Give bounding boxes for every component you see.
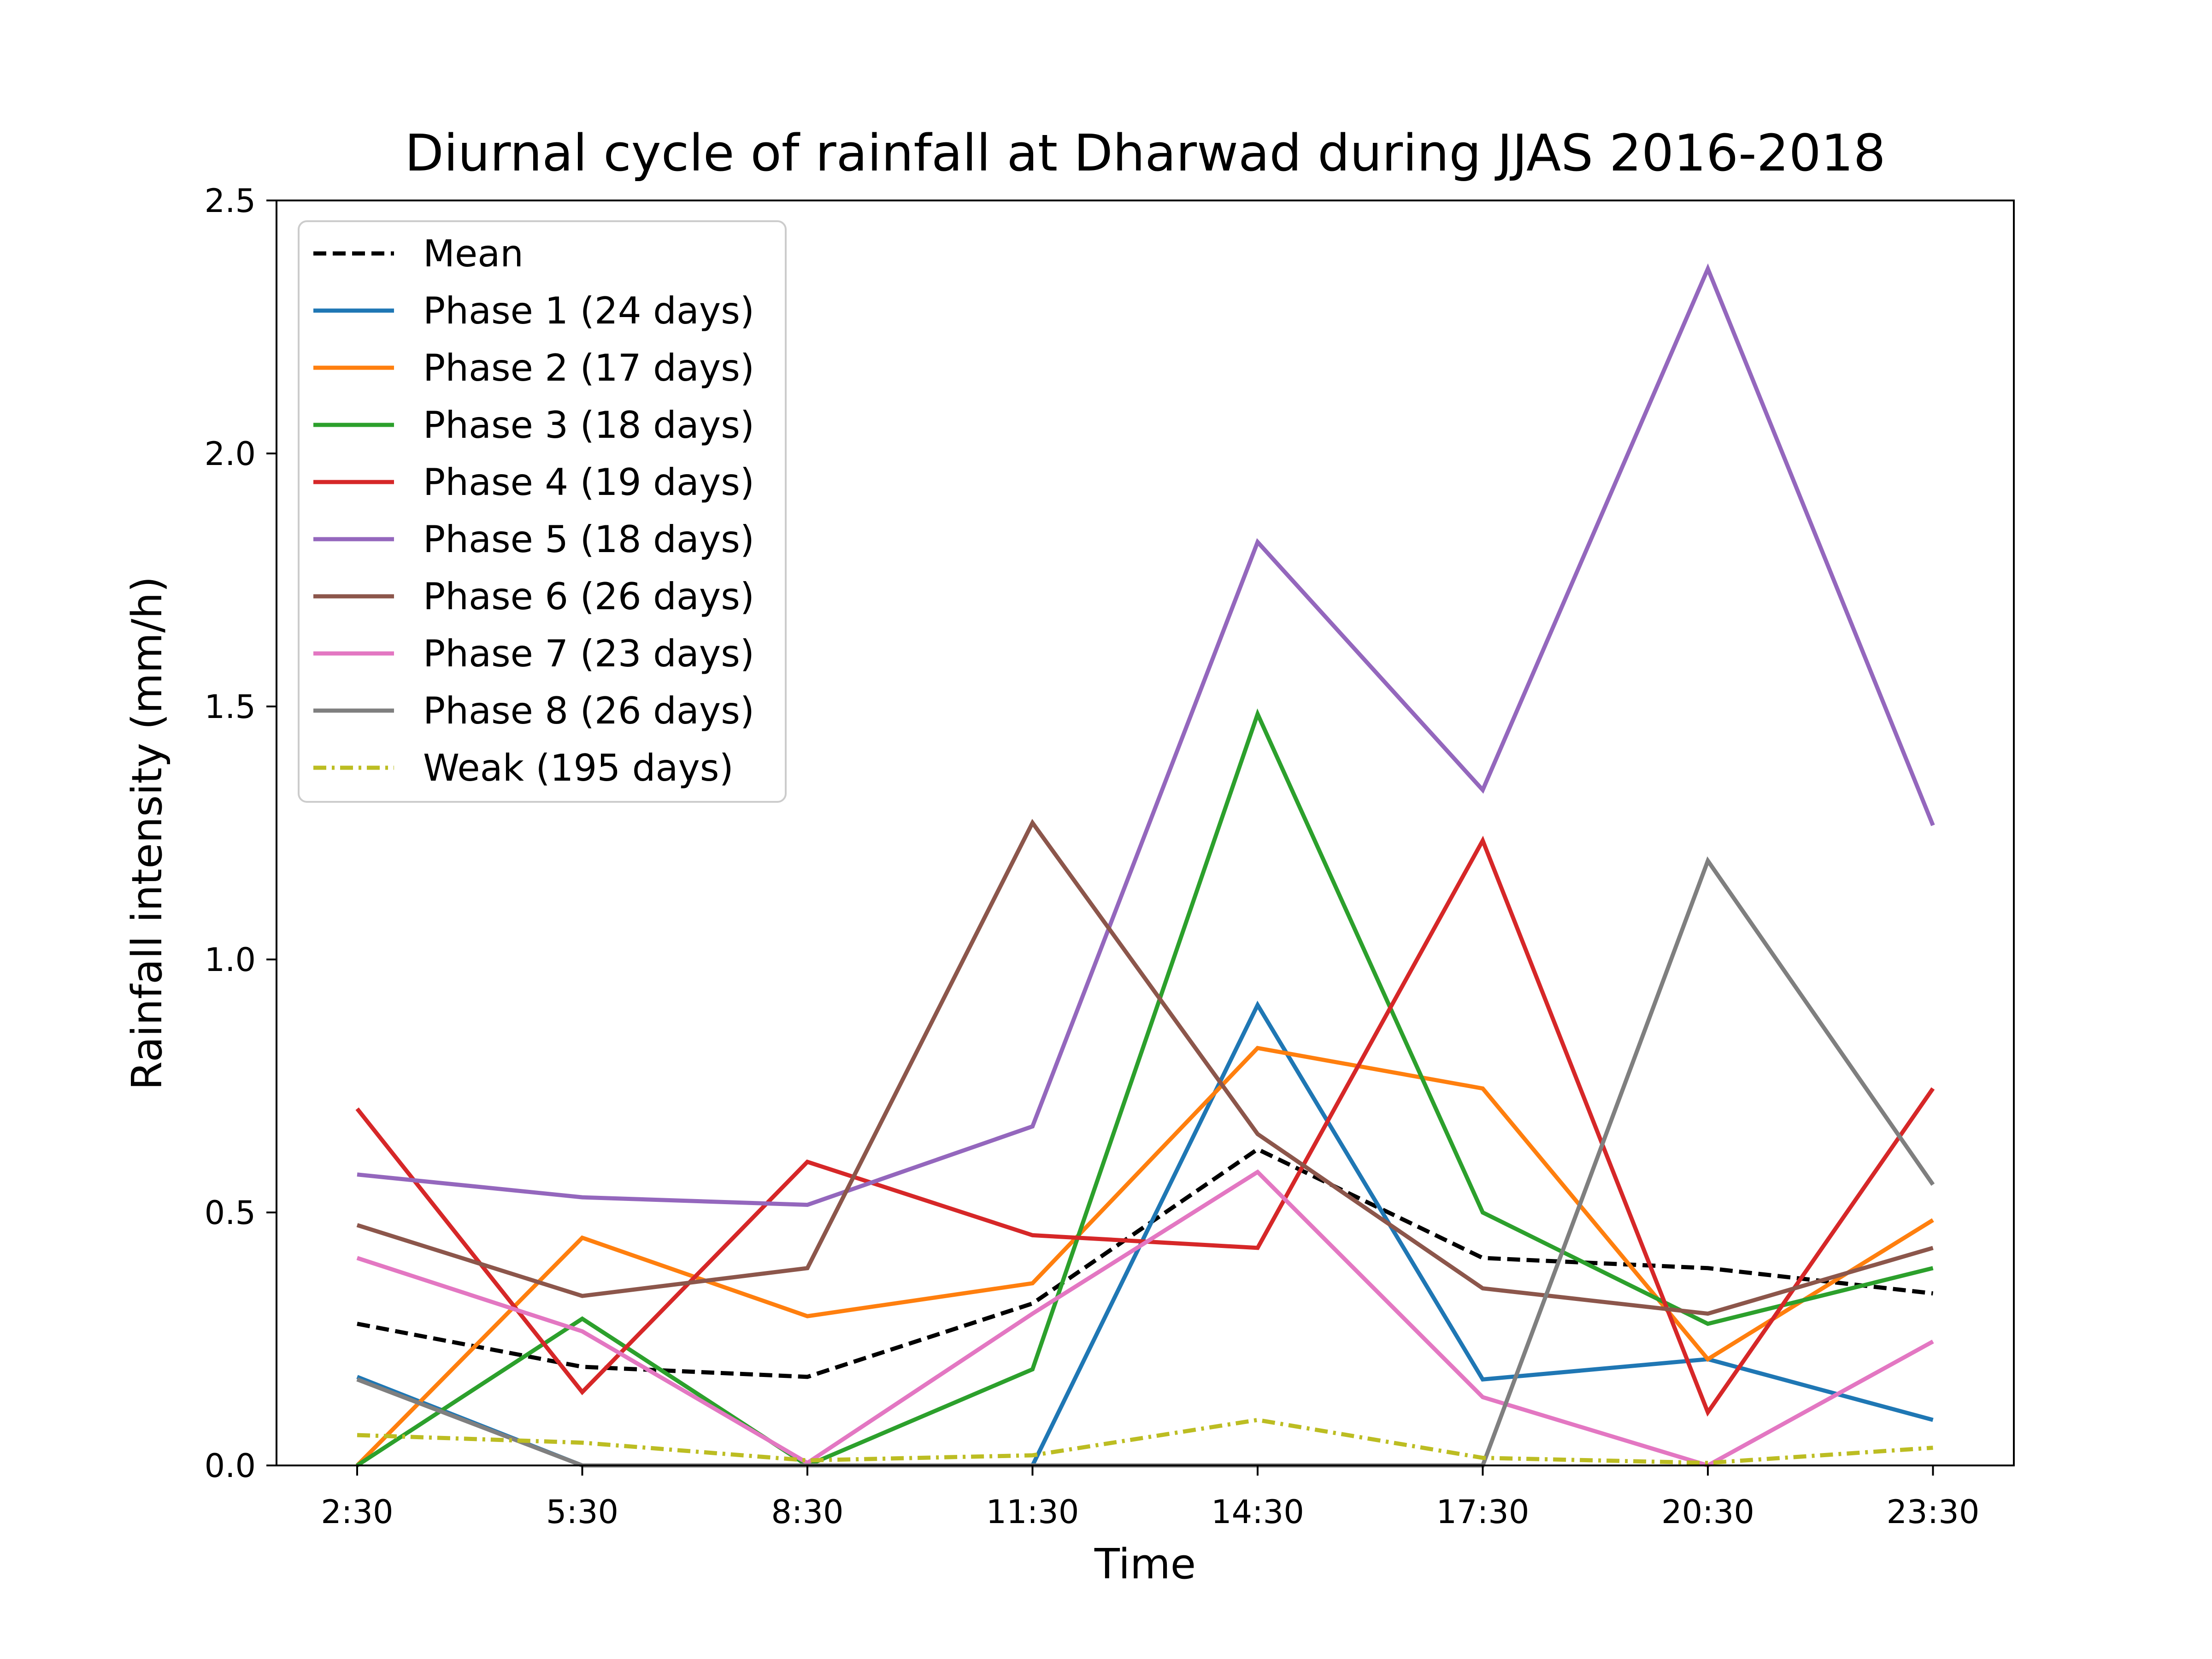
legend-label-6: Phase 6 (26 days) <box>423 575 754 618</box>
series-line-0 <box>357 1147 1934 1379</box>
x-tick-label: 23:30 <box>1887 1493 1980 1531</box>
plot-series <box>355 263 1935 1468</box>
legend-label-5: Phase 5 (18 days) <box>423 518 754 561</box>
y-axis-label: Rainfall intensity (mm/h) <box>123 577 171 1090</box>
y-tick-label: 2.5 <box>205 182 256 220</box>
series-line-7 <box>356 1169 1934 1468</box>
x-tick-label: 2:30 <box>321 1493 393 1531</box>
x-tick-label: 17:30 <box>1436 1493 1530 1531</box>
legend-frame <box>298 220 787 803</box>
y-tick-label: 1.5 <box>205 688 256 726</box>
y-tick-label: 2.0 <box>205 435 256 473</box>
legend-label-8: Phase 8 (26 days) <box>423 689 754 732</box>
series-line-5 <box>357 263 1935 1207</box>
legend-label-0: Mean <box>423 232 524 275</box>
x-axis-ticks: 2:30 5:30 8:30 11:30 14:30 17:30 20:30 23:30 <box>321 1465 1979 1531</box>
y-tick-label: 0.0 <box>205 1447 256 1485</box>
series-line-9 <box>357 1418 1933 1465</box>
series-line-6 <box>356 818 1934 1316</box>
x-tick-label: 5:30 <box>546 1493 618 1531</box>
legend: Mean Phase 1 (24 days) Phase 2 (17 days) Ph… <box>298 220 787 803</box>
legend-label-4: Phase 4 (19 days) <box>423 461 754 504</box>
y-axis-ticks: 0.0 0.5 1.0 1.5 2.0 2.5 <box>205 182 276 1485</box>
legend-label-9: Weak (195 days) <box>423 747 734 789</box>
x-axis-label: Time <box>1094 1540 1196 1588</box>
x-tick-label: 8:30 <box>771 1493 843 1531</box>
legend-label-1: Phase 1 (24 days) <box>423 289 754 332</box>
chart-title: Diurnal cycle of rainfall at Dharwad dur… <box>405 124 1885 182</box>
x-tick-label: 11:30 <box>986 1493 1079 1531</box>
legend-label-2: Phase 2 (17 days) <box>423 347 754 389</box>
x-tick-label: 20:30 <box>1661 1493 1754 1531</box>
plot-frame <box>276 200 2015 1466</box>
legend-label-7: Phase 7 (23 days) <box>423 632 754 675</box>
y-tick-label: 0.5 <box>205 1194 256 1232</box>
y-tick-label: 1.0 <box>205 941 256 979</box>
series-line-3 <box>356 708 1934 1468</box>
x-tick-label: 14:30 <box>1211 1493 1304 1531</box>
legend-label-3: Phase 3 (18 days) <box>423 404 754 447</box>
